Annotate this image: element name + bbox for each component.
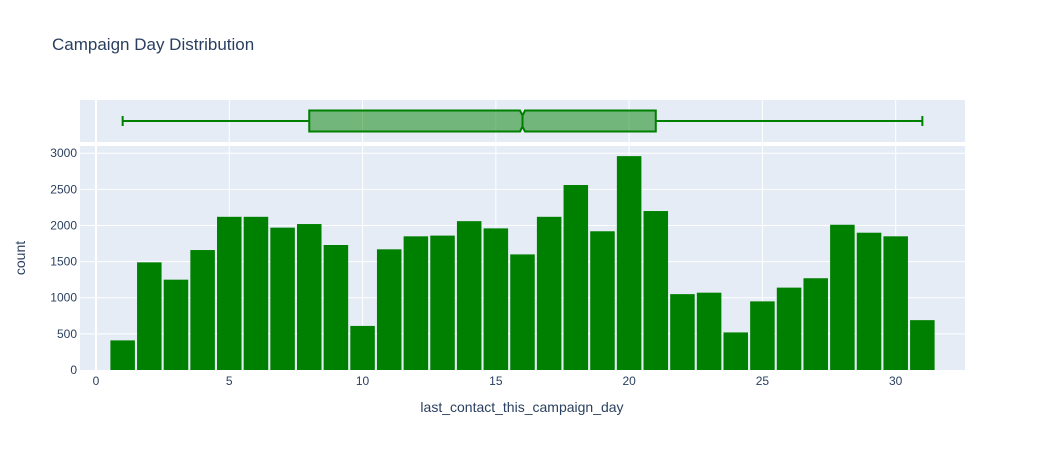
histogram-bar	[670, 294, 695, 370]
histogram-bar	[723, 332, 749, 370]
histogram-bar	[563, 185, 589, 370]
histogram-bar	[403, 236, 429, 370]
histogram-bar	[776, 287, 802, 370]
x-tick-label: 15	[489, 374, 503, 388]
histogram-bar	[856, 232, 882, 370]
y-tick-label: 0	[70, 363, 77, 377]
y-tick-label: 500	[57, 327, 77, 341]
x-tick-label: 20	[622, 374, 636, 388]
x-tick-label: 30	[889, 374, 903, 388]
x-axis-title: last_contact_this_campaign_day	[420, 399, 623, 415]
histogram-bar	[217, 216, 242, 370]
y-tick-label: 2500	[50, 182, 77, 196]
x-tick-label: 0	[93, 374, 100, 388]
y-tick-label: 1500	[50, 255, 77, 269]
histogram-bar	[456, 221, 482, 370]
histogram-bar	[750, 301, 775, 370]
histogram-bar	[137, 262, 162, 370]
histogram-bar	[696, 292, 722, 370]
histogram-panel: 0 500 1000 1500 2000 2500 3000 0 5 10 15 20 25 30	[50, 146, 965, 388]
y-axis-title: count	[12, 241, 28, 275]
y-tick-label: 1000	[50, 291, 77, 305]
histogram-bar	[830, 224, 855, 370]
histogram-bar	[910, 320, 935, 370]
x-tick-label: 25	[756, 374, 770, 388]
histogram-bar	[243, 216, 269, 370]
x-tick-label: 5	[226, 374, 233, 388]
histogram-bar	[643, 211, 669, 370]
histogram-bar	[430, 235, 455, 370]
histogram-bar	[590, 231, 615, 370]
histogram-bar	[190, 250, 215, 370]
histogram-bar	[350, 325, 375, 370]
y-tick-label: 2000	[50, 218, 77, 232]
histogram-bar	[616, 156, 642, 370]
histogram-bar	[110, 340, 135, 370]
histogram-bar	[803, 278, 828, 370]
histogram-bar	[883, 236, 908, 370]
histogram-bar	[510, 254, 535, 370]
histogram-bar	[270, 227, 295, 370]
x-tick-label: 10	[356, 374, 370, 388]
histogram-bar	[536, 216, 562, 370]
histogram-bar	[376, 249, 402, 370]
y-tick-label: 3000	[50, 146, 77, 160]
histogram-bar	[296, 224, 322, 370]
histogram-bar	[323, 244, 349, 370]
histogram-bar	[483, 228, 509, 370]
box-iqr	[308, 109, 657, 133]
histogram-bar	[163, 279, 189, 370]
box-panel	[80, 100, 965, 142]
chart-title: Campaign Day Distribution	[52, 35, 254, 54]
